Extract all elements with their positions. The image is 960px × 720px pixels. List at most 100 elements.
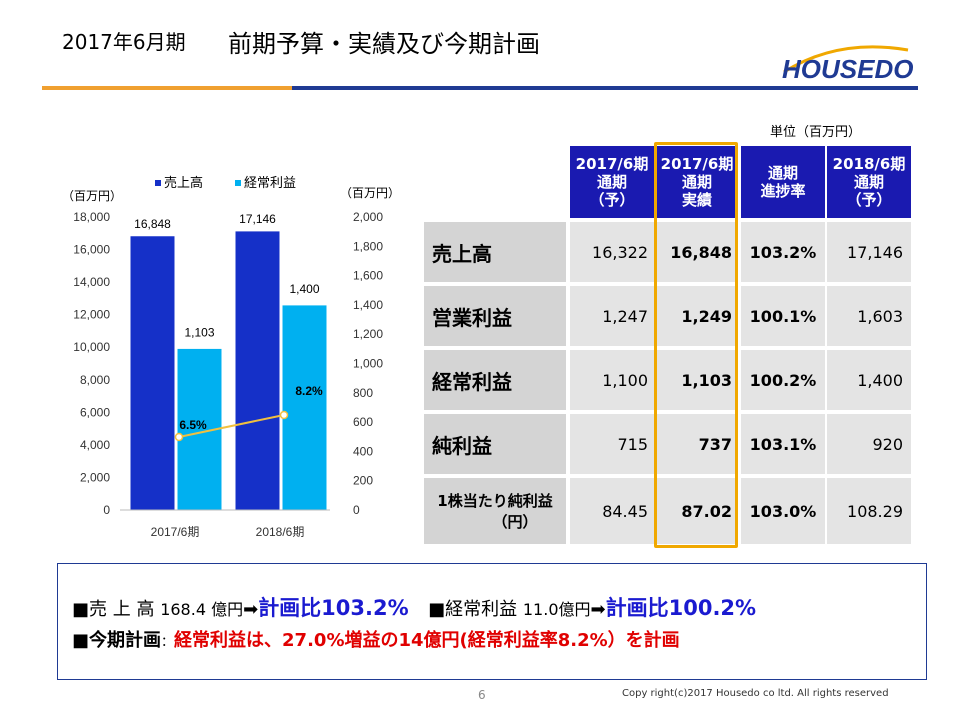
x-tick-label: 2017/6期 — [151, 525, 200, 539]
table-cell: 103.0% — [741, 478, 825, 544]
arrow-icon: ➡ — [590, 599, 606, 620]
table-row-label: 1株当たり純利益 （円） — [424, 478, 566, 544]
svg-text:HOUSEDO: HOUSEDO — [782, 54, 913, 82]
table-header-line: 通期 — [681, 173, 712, 191]
page-title: 前期予算・実績及び今期計画 — [228, 30, 540, 58]
summary-line-1: ■売 上 高 168.4 億円➡計画比103.2% ■経常利益 11.0億円➡計… — [72, 592, 756, 622]
table-cell: 17,146 — [827, 222, 911, 282]
left-tick-label: 0 — [103, 503, 110, 517]
x-tick-label: 2018/6期 — [256, 525, 305, 539]
bar-label-sales: 17,146 — [239, 212, 276, 226]
summary-ordinary-ratio: 計画比100.2% — [605, 596, 757, 620]
summary-sales-ratio: 計画比103.2% — [258, 596, 409, 620]
unit-label: 単位（百万円） — [770, 125, 862, 140]
margin-line — [178, 414, 285, 438]
margin-point — [279, 410, 289, 420]
left-tick-label: 18,000 — [73, 210, 110, 224]
table-cell: 1,249 — [656, 286, 738, 346]
table-cell: 16,322 — [570, 222, 654, 282]
table-header: 2017/6期 通期 実績 — [656, 146, 738, 218]
left-tick-label: 8,000 — [80, 373, 110, 387]
copyright: Copy right(c)2017 Housedo co ltd. All ri… — [622, 688, 889, 699]
bar-label-sales: 16,848 — [134, 217, 171, 231]
left-axis-title: （百万円） — [62, 189, 122, 203]
bar-label-ordinary-profit: 1,400 — [289, 282, 319, 296]
legend-swatch — [155, 180, 161, 186]
row-label-text: 経常利益 — [432, 369, 512, 394]
arrow-icon: ➡ — [243, 599, 259, 620]
bar-label-ordinary-profit: 1,103 — [184, 325, 214, 339]
table-cell: 103.1% — [741, 414, 825, 474]
bar-sales — [234, 230, 281, 511]
table-header-line: （予） — [846, 191, 892, 209]
right-tick-label: 1,600 — [353, 269, 383, 283]
right-tick-label: 200 — [353, 474, 373, 488]
table-cell: 84.45 — [570, 478, 654, 544]
left-tick-label: 6,000 — [80, 405, 110, 419]
right-tick-label: 1,800 — [353, 239, 383, 253]
table-cell: 108.29 — [827, 478, 911, 544]
table-row-label: 純利益 — [424, 414, 566, 474]
table-header-line: 2017/6期 — [575, 155, 649, 173]
table-row-label: 営業利益 — [424, 286, 566, 346]
table-header: 2018/6期 通期 （予） — [827, 146, 911, 218]
right-axis-title: （百万円） — [340, 186, 400, 200]
right-tick-label: 2,000 — [353, 210, 383, 224]
table-header-line: 通期 — [853, 173, 884, 191]
table-row-label: 売上高 — [424, 222, 566, 282]
left-tick-label: 16,000 — [73, 243, 110, 257]
bar-ordinary-profit — [281, 304, 328, 511]
table-cell: 16,848 — [656, 222, 738, 282]
row-label-text: 純利益 — [432, 433, 492, 458]
summary-line-2: ■今期計画：経常利益は、27.0%増益の14億円(経常利益率8.2%）を計画 — [72, 626, 680, 652]
left-tick-label: 10,000 — [73, 340, 110, 354]
margin-label: 6.5% — [179, 418, 207, 432]
legend-label: 経常利益 — [244, 175, 296, 190]
summary-sales-value: 168.4 億円 — [160, 600, 244, 619]
legend-label: 売上高 — [164, 175, 203, 190]
table-cell: 737 — [656, 414, 738, 474]
right-tick-label: 400 — [353, 444, 373, 458]
table-header-line: （予） — [589, 191, 635, 209]
header-rule-orange — [42, 86, 292, 90]
table-cell: 87.02 — [656, 478, 738, 544]
row-label-text: 営業利益 — [432, 305, 512, 330]
company-logo: HOUSEDO — [782, 45, 913, 82]
page-number: 6 — [478, 688, 486, 702]
right-tick-label: 800 — [353, 386, 373, 400]
table-cell: 1,400 — [827, 350, 911, 410]
left-tick-label: 4,000 — [80, 438, 110, 452]
sales-profit-chart: （百万円） （百万円） 0 2,000 4,000 6,000 8,000 10,000 12,… — [62, 175, 400, 539]
left-tick-label: 12,000 — [73, 308, 110, 322]
left-tick-label: 14,000 — [73, 275, 110, 289]
table-header-line: 実績 — [681, 191, 712, 209]
summary-plan-label: ■今期計画 — [72, 630, 162, 651]
table-row-label: 経常利益 — [424, 350, 566, 410]
table-cell: 1,603 — [827, 286, 911, 346]
table-cell: 100.2% — [741, 350, 825, 410]
right-tick-label: 1,200 — [353, 327, 383, 341]
header-rule-blue — [292, 86, 918, 90]
table-cell: 100.1% — [741, 286, 825, 346]
title-period: 2017年6月期 — [62, 30, 186, 54]
table-header-line: 2017/6期 — [660, 155, 734, 173]
table-cell: 103.2% — [741, 222, 825, 282]
table-cell: 1,100 — [570, 350, 654, 410]
margin-label: 8.2% — [295, 384, 323, 398]
actual-column-highlight — [654, 142, 738, 548]
table-header-line: 通期 — [596, 173, 627, 191]
right-tick-label: 1,000 — [353, 357, 383, 371]
summary-ordinary-label: ■経常利益 — [428, 599, 518, 620]
summary-sales-label: ■売 上 高 — [72, 599, 155, 620]
table-header-line: 2018/6期 — [832, 155, 906, 173]
bar-sales — [129, 235, 176, 511]
row-label-unit: （円） — [492, 513, 538, 531]
table-header-line: 通期 — [767, 164, 798, 182]
table-cell: 920 — [827, 414, 911, 474]
table-cell: 715 — [570, 414, 654, 474]
table-header: 通期 進捗率 — [741, 146, 825, 218]
table-header-line: 進捗率 — [760, 182, 806, 200]
right-tick-label: 0 — [353, 503, 360, 517]
margin-point — [174, 432, 184, 442]
table-header: 2017/6期 通期 （予） — [570, 146, 654, 218]
